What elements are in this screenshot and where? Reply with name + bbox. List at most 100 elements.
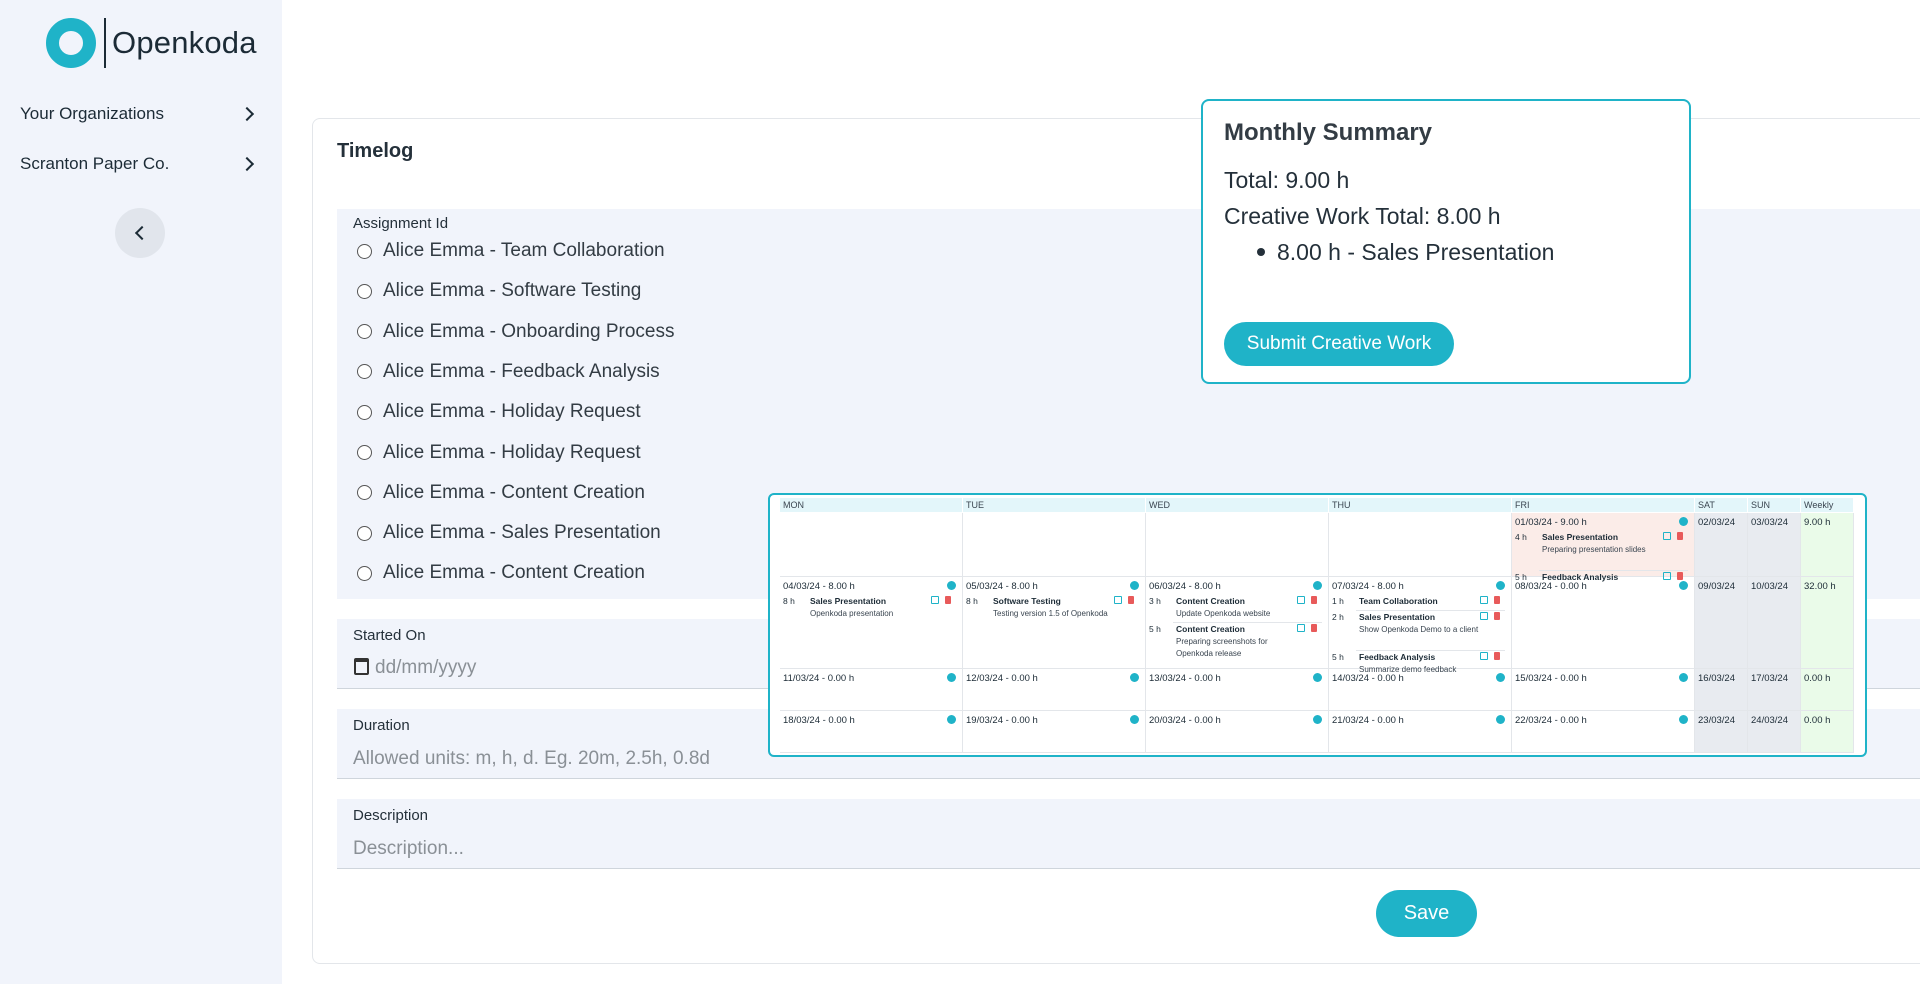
add-entry-icon[interactable] <box>1496 673 1505 682</box>
sidebar-item-label: Your Organizations <box>20 104 164 123</box>
radio-button[interactable] <box>357 485 372 501</box>
radio-button[interactable] <box>357 283 372 299</box>
weekly-total-cell: 9.00 h <box>1801 513 1854 577</box>
assignment-option[interactable]: Alice Emma - Onboarding Process <box>357 316 674 348</box>
duration-input[interactable]: Allowed units: m, h, d. Eg. 20m, 2.5h, 0… <box>353 748 710 769</box>
day-date: 06/03/24 - 8.00 h <box>1149 581 1221 592</box>
calendar-day-cell: 21/03/24 - 0.00 h <box>1329 711 1512 753</box>
add-entry-icon[interactable] <box>947 715 956 724</box>
entry-hours: 2 h <box>1332 612 1344 622</box>
entry-description: Show Openkoda Demo to a client <box>1359 625 1479 634</box>
assignment-option[interactable]: Alice Emma - Team Collaboration <box>357 235 665 267</box>
summary-total: Total: 9.00 h <box>1224 167 1350 193</box>
edit-icon[interactable] <box>1480 596 1488 604</box>
sidebar-item-label: Scranton Paper Co. <box>20 154 170 173</box>
sidebar-item-your-organizations[interactable]: Your Organizations <box>20 99 260 129</box>
started-on-input[interactable]: dd/mm/yyyy <box>354 657 476 679</box>
day-date: 20/03/24 - 0.00 h <box>1149 715 1221 726</box>
entry-name: Sales Presentation <box>1359 612 1436 622</box>
edit-icon[interactable] <box>1114 596 1122 604</box>
day-date: 15/03/24 - 0.00 h <box>1515 673 1587 684</box>
description-underline <box>337 868 1920 869</box>
calendar-day-cell: 05/03/24 - 8.00 h 8 h Software Testing Test… <box>963 577 1146 669</box>
assignment-option[interactable]: Alice Emma - Holiday Request <box>357 396 641 428</box>
delete-icon[interactable] <box>945 596 951 604</box>
add-entry-icon[interactable] <box>1679 517 1688 526</box>
add-entry-icon[interactable] <box>1313 715 1322 724</box>
weekly-total: 0.00 h <box>1804 715 1831 726</box>
delete-icon[interactable] <box>1677 532 1683 540</box>
openkoda-logo[interactable]: Openkoda <box>46 18 257 68</box>
day-date: 05/03/24 - 8.00 h <box>966 581 1038 592</box>
calendar-day-cell: 19/03/24 - 0.00 h <box>963 711 1146 753</box>
delete-icon[interactable] <box>1494 652 1500 660</box>
assignment-option[interactable]: Alice Emma - Feedback Analysis <box>357 356 660 388</box>
edit-icon[interactable] <box>931 596 939 604</box>
entry-separator <box>1173 622 1322 623</box>
edit-icon[interactable] <box>1663 572 1671 580</box>
add-entry-icon[interactable] <box>1679 673 1688 682</box>
edit-icon[interactable] <box>1297 596 1305 604</box>
entry-description: Update Openkoda website <box>1176 609 1271 618</box>
radio-button[interactable] <box>357 565 372 581</box>
assignment-option-label: Alice Emma - Content Creation <box>383 562 645 584</box>
radio-button[interactable] <box>357 525 372 541</box>
assignment-option[interactable]: Alice Emma - Holiday Request <box>357 437 641 469</box>
day-date: 17/03/24 <box>1751 673 1788 684</box>
delete-icon[interactable] <box>1494 596 1500 604</box>
assignment-option[interactable]: Alice Emma - Sales Presentation <box>357 517 661 549</box>
calendar-day-cell: 17/03/24 <box>1748 669 1801 711</box>
add-entry-icon[interactable] <box>1496 715 1505 724</box>
add-entry-icon[interactable] <box>1496 581 1505 590</box>
entry-description: Summarize demo feedback <box>1359 665 1457 674</box>
radio-button[interactable] <box>357 445 372 460</box>
assignment-option[interactable]: Alice Emma - Software Testing <box>357 275 641 307</box>
add-entry-icon[interactable] <box>1679 715 1688 724</box>
chevron-right-icon <box>239 156 255 172</box>
edit-icon[interactable] <box>1663 532 1671 540</box>
add-entry-icon[interactable] <box>947 581 956 590</box>
add-entry-icon[interactable] <box>1679 581 1688 590</box>
radio-button[interactable] <box>357 364 372 380</box>
started-on-label: Started On <box>353 627 426 644</box>
radio-button[interactable] <box>357 404 372 420</box>
sidebar-item-scranton-paper[interactable]: Scranton Paper Co. <box>20 149 260 179</box>
entry-name: Feedback Analysis <box>1542 572 1619 582</box>
day-date: 01/03/24 - 9.00 h <box>1515 517 1587 528</box>
edit-icon[interactable] <box>1297 624 1305 632</box>
entry-hours: 8 h <box>783 596 795 606</box>
add-entry-icon[interactable] <box>1313 673 1322 682</box>
entry-hours: 5 h <box>1332 652 1344 662</box>
delete-icon[interactable] <box>1128 596 1134 604</box>
delete-icon[interactable] <box>1677 572 1683 580</box>
add-entry-icon[interactable] <box>1130 673 1139 682</box>
delete-icon[interactable] <box>1494 612 1500 620</box>
add-entry-icon[interactable] <box>1130 581 1139 590</box>
assignment-option-label: Alice Emma - Content Creation <box>383 481 645 503</box>
add-entry-icon[interactable] <box>1130 715 1139 724</box>
edit-icon[interactable] <box>1480 612 1488 620</box>
description-input[interactable]: Description... <box>353 838 464 859</box>
assignment-option[interactable]: Alice Emma - Content Creation <box>357 557 645 589</box>
collapse-sidebar-button[interactable] <box>115 208 165 258</box>
save-button[interactable]: Save <box>1376 890 1477 937</box>
assignment-option-label: Alice Emma - Onboarding Process <box>383 320 675 342</box>
assignment-label: Assignment Id <box>353 215 449 232</box>
delete-icon[interactable] <box>1311 596 1317 604</box>
add-entry-icon[interactable] <box>1313 581 1322 590</box>
entry-hours: 4 h <box>1515 532 1527 542</box>
weekly-total: 0.00 h <box>1804 673 1831 684</box>
edit-icon[interactable] <box>1480 652 1488 660</box>
radio-button[interactable] <box>357 243 372 259</box>
weekly-total-cell: 0.00 h <box>1801 669 1854 711</box>
delete-icon[interactable] <box>1311 624 1317 632</box>
day-date: 16/03/24 <box>1698 673 1735 684</box>
entry-hours: 3 h <box>1149 596 1161 606</box>
summary-creative-total: Creative Work Total: 8.00 h <box>1224 203 1501 229</box>
submit-creative-work-button[interactable]: Submit Creative Work <box>1224 322 1454 366</box>
radio-button[interactable] <box>357 324 372 340</box>
add-entry-icon[interactable] <box>947 673 956 682</box>
calendar-day-cell: 04/03/24 - 8.00 h 8 h Sales Presentation Op… <box>780 577 963 669</box>
assignment-option[interactable]: Alice Emma - Content Creation <box>357 477 645 509</box>
weekly-total-cell: 32.00 h <box>1801 577 1854 669</box>
